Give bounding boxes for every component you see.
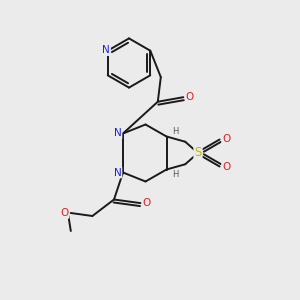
- Text: O: O: [222, 134, 230, 145]
- Text: N: N: [114, 128, 122, 139]
- Text: N: N: [114, 167, 122, 178]
- Text: S: S: [194, 146, 202, 160]
- Text: O: O: [143, 198, 151, 208]
- Text: H: H: [172, 127, 178, 136]
- Text: N: N: [102, 45, 110, 55]
- Text: O: O: [60, 208, 68, 218]
- Text: H: H: [172, 170, 178, 179]
- Text: O: O: [222, 161, 230, 172]
- Text: O: O: [186, 92, 194, 102]
